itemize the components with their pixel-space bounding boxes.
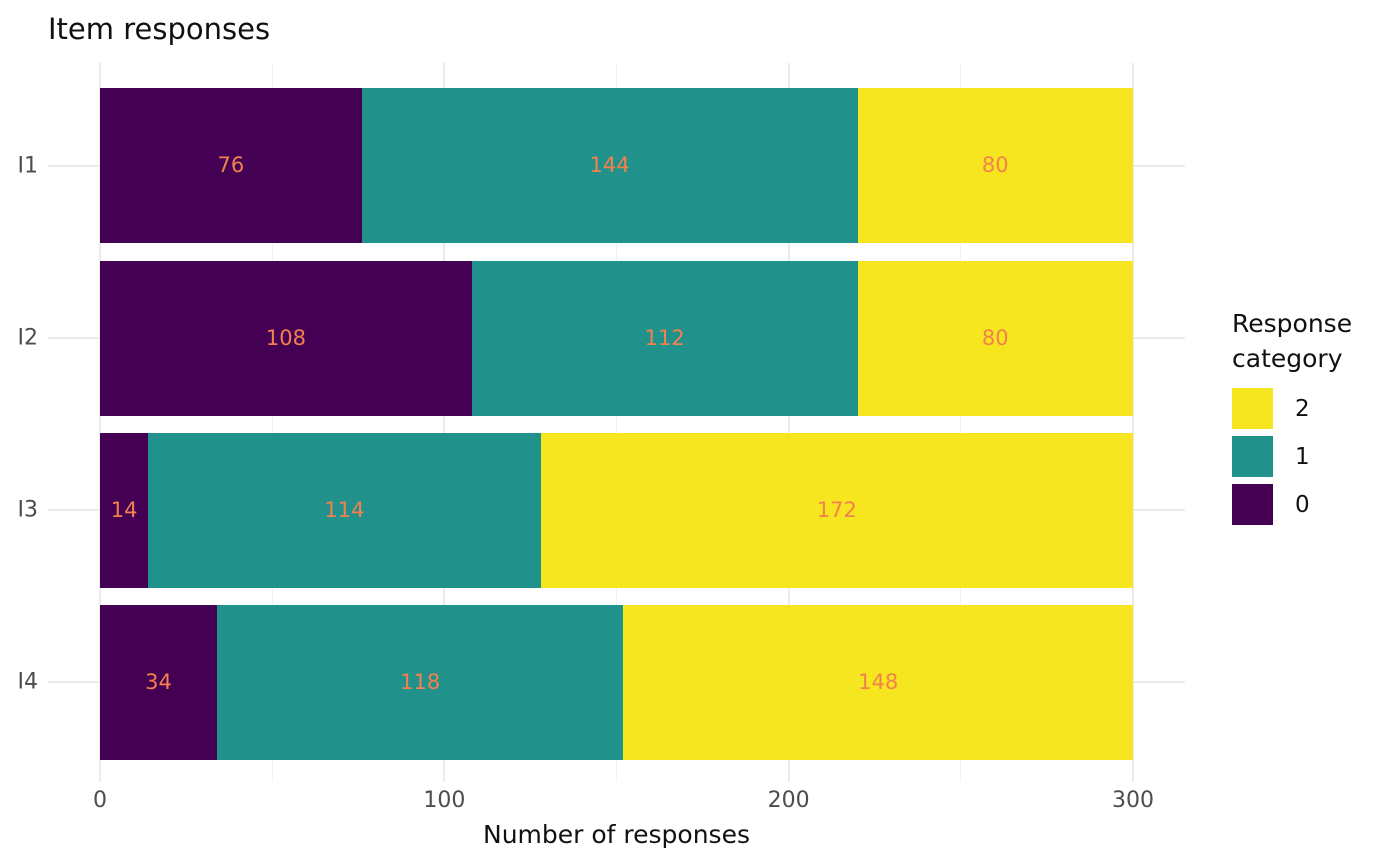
legend-label: 2	[1295, 395, 1310, 422]
x-axis-tick-label: 100	[423, 788, 466, 813]
y-axis-label: I4	[17, 669, 39, 695]
bar-value-label: 34	[145, 669, 172, 694]
bar-segment-category-1: 144	[361, 88, 858, 243]
bar-value-label: 112	[644, 325, 685, 350]
x-axis-tick-label: 0	[93, 788, 107, 813]
bar-value-label: 118	[400, 669, 441, 694]
bar-row: 14 114 172	[100, 432, 1133, 588]
bar-segment-category-0: 14	[100, 432, 149, 588]
legend-label: 0	[1295, 491, 1310, 518]
bar-segment-category-0: 76	[100, 88, 362, 243]
x-axis-title: Number of responses	[483, 820, 750, 849]
bar-segment-category-1: 112	[471, 260, 858, 416]
y-axis-label: I1	[17, 153, 39, 178]
gridline-minor-vertical	[960, 63, 962, 782]
legend-title: Response category	[1232, 309, 1353, 373]
bar-segment-category-2: 80	[857, 260, 1133, 416]
bar-row: 76 144 80	[100, 88, 1133, 243]
bar-value-label: 76	[217, 153, 245, 177]
bar-value-label: 148	[858, 669, 899, 694]
legend: Response category 2 1 0	[1232, 306, 1397, 525]
bar-segment-category-0: 108	[100, 260, 472, 416]
gridline-major-vertical	[1132, 63, 1134, 782]
gridline-major-vertical	[443, 63, 446, 782]
bar-segment-category-1: 118	[217, 604, 624, 760]
x-axis-tick-label: 300	[1112, 788, 1154, 813]
bar-value-label: 114	[324, 497, 365, 522]
bar-value-label: 14	[110, 497, 138, 522]
bar-segment-category-1: 114	[148, 432, 541, 588]
legend-keys: 2 1 0	[1232, 388, 1397, 525]
legend-key: 1	[1232, 436, 1397, 477]
plot-panel: 76 144 80 108 112 80 14 114 172 34 118 148	[48, 63, 1185, 782]
legend-key: 0	[1232, 484, 1397, 525]
y-axis-label: I2	[17, 325, 39, 351]
legend-swatch-icon	[1232, 388, 1273, 429]
legend-label: 1	[1295, 443, 1310, 470]
gridline-major-vertical	[787, 63, 790, 782]
bar-value-label: 144	[589, 153, 630, 177]
chart-title: Item responses	[48, 12, 271, 46]
bar-segment-category-2: 172	[540, 432, 1133, 588]
x-axis-tick-label: 200	[767, 788, 810, 813]
legend-key: 2	[1232, 388, 1397, 429]
gridline-minor-vertical	[616, 63, 617, 782]
bar-segment-category-2: 148	[623, 604, 1133, 760]
bar-value-label: 172	[816, 497, 857, 522]
bar-segment-category-2: 80	[857, 88, 1133, 243]
bar-segment-category-0: 34	[100, 604, 218, 760]
legend-swatch-icon	[1232, 436, 1273, 477]
bar-row: 34 118 148	[100, 604, 1133, 760]
y-axis-label: I3	[17, 497, 39, 523]
legend-swatch-icon	[1232, 484, 1273, 525]
bar-value-label: 108	[265, 325, 306, 350]
bar-value-label: 80	[981, 153, 1009, 177]
gridline-minor-vertical	[271, 63, 273, 782]
bar-value-label: 80	[981, 325, 1009, 350]
gridline-major-vertical	[99, 63, 101, 782]
bar-row: 108 112 80	[100, 260, 1133, 416]
